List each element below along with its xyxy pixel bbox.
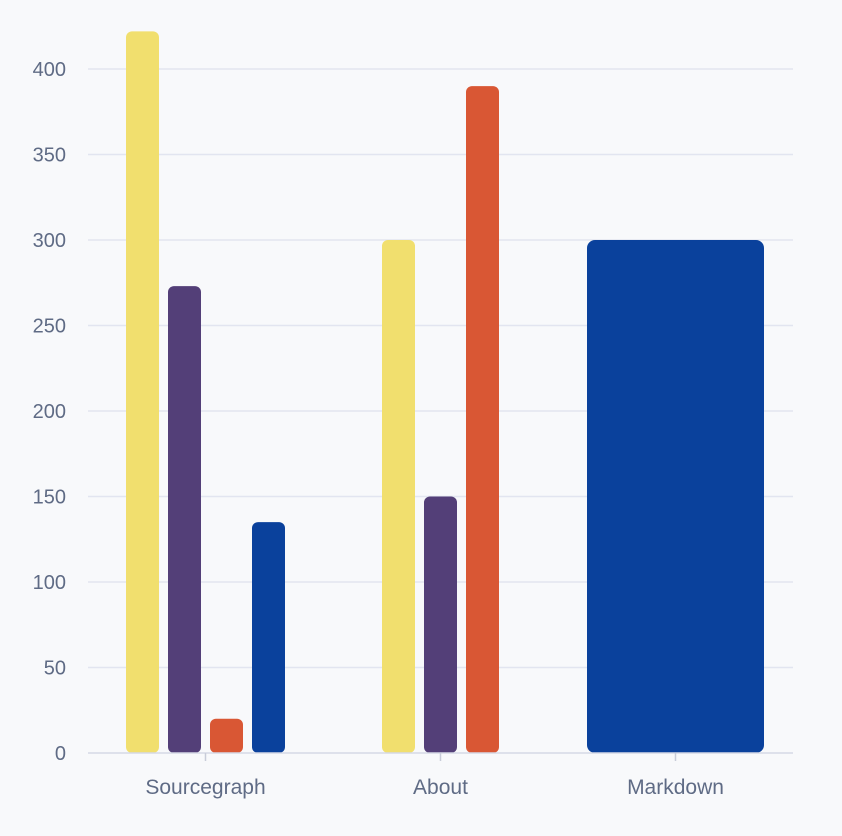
y-tick-label: 100 xyxy=(33,572,66,594)
x-tick-label: Sourcegraph xyxy=(145,776,265,799)
bar[interactable] xyxy=(168,286,201,753)
bar[interactable] xyxy=(210,718,243,753)
y-tick-label: 50 xyxy=(44,658,66,680)
bars xyxy=(126,31,764,754)
bar[interactable] xyxy=(424,496,457,754)
y-tick-label: 0 xyxy=(55,743,66,765)
y-tick-label: 350 xyxy=(33,145,66,167)
bar[interactable] xyxy=(466,86,499,754)
x-axis: Sourcegraph About Markdown xyxy=(88,752,793,799)
y-tick-label: 300 xyxy=(33,230,66,252)
bar[interactable] xyxy=(126,31,159,753)
x-tick-label: About xyxy=(413,776,468,799)
y-tick-label: 250 xyxy=(33,316,66,338)
bar[interactable] xyxy=(382,240,415,753)
bar[interactable] xyxy=(587,240,764,753)
y-tick-label: 150 xyxy=(33,487,66,509)
bar[interactable] xyxy=(252,522,285,753)
y-axis: 0 50 100 150 200 250 300 350 400 xyxy=(33,59,66,765)
y-tick-label: 200 xyxy=(33,401,66,423)
y-tick-label: 400 xyxy=(33,59,66,81)
x-tick-label: Markdown xyxy=(627,776,724,799)
